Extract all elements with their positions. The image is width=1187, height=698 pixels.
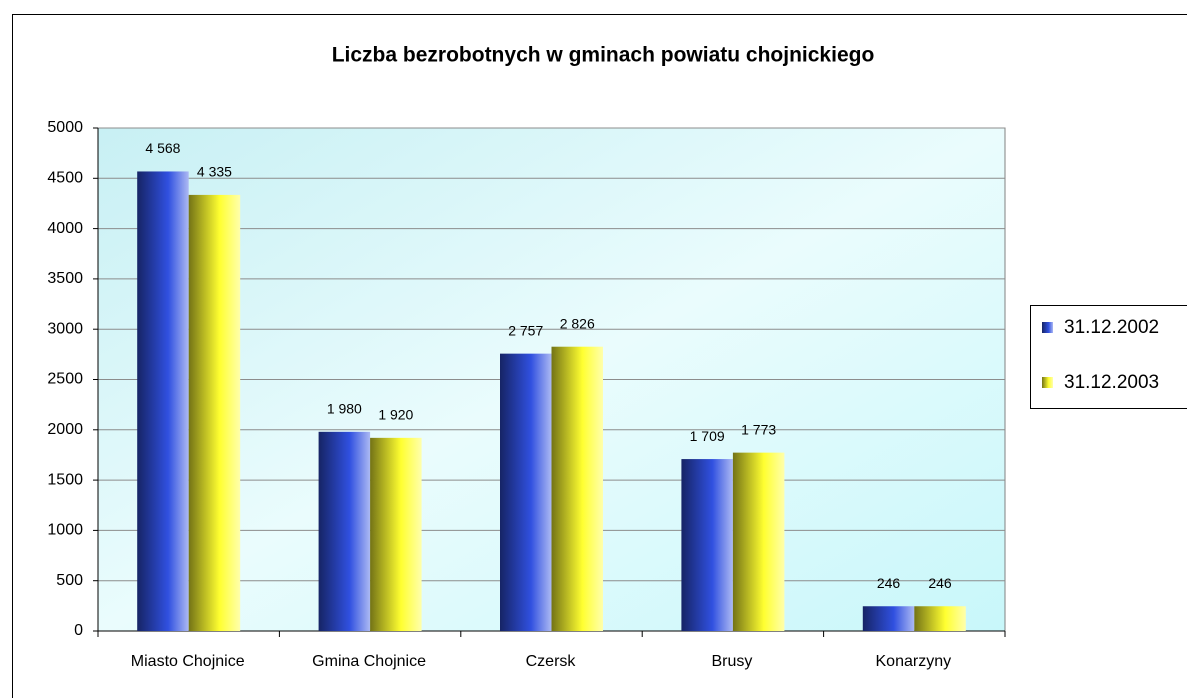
x-tick-label: Brusy [711, 653, 752, 670]
legend-swatch [1042, 377, 1053, 388]
x-tick-label: Gmina Chojnice [312, 653, 426, 670]
legend [1030, 305, 1187, 409]
x-tick-label: Czersk [526, 653, 577, 670]
y-tick-label: 0 [74, 622, 83, 639]
value-label: 246 [877, 575, 901, 591]
value-label: 1 773 [741, 421, 776, 437]
value-label: 2 826 [560, 315, 595, 331]
bar [370, 437, 422, 631]
bar [318, 431, 371, 631]
value-label: 2 757 [508, 322, 543, 338]
bar [732, 452, 785, 631]
y-tick-label: 500 [56, 572, 83, 589]
y-tick-label: 3000 [47, 320, 83, 337]
value-label: 1 709 [690, 428, 725, 444]
value-label: 4 568 [145, 140, 180, 156]
bar [681, 459, 733, 631]
x-tick-label: Miasto Chojnice [131, 653, 245, 670]
bar [914, 606, 966, 631]
y-tick-label: 4500 [47, 170, 83, 187]
chart-title: Liczba bezrobotnych w gminach powiatu ch… [332, 44, 875, 67]
bar [500, 353, 552, 631]
bar [188, 194, 241, 632]
y-tick-label: 3500 [47, 270, 83, 287]
value-label: 246 [928, 575, 952, 591]
bar [551, 346, 603, 631]
y-tick-label: 2500 [47, 371, 83, 388]
legend-label: 31.12.2002 [1064, 317, 1159, 338]
y-tick-label: 1000 [47, 522, 83, 539]
y-tick-label: 2000 [47, 421, 83, 438]
bar [137, 171, 189, 631]
y-tick-label: 1500 [47, 471, 83, 488]
value-label: 1 980 [327, 401, 362, 417]
value-label: 1 920 [378, 407, 413, 423]
x-tick-label: Konarzyny [876, 653, 952, 670]
y-tick-label: 5000 [47, 119, 83, 136]
legend-swatch [1042, 322, 1053, 333]
legend-label: 31.12.2003 [1064, 372, 1159, 393]
bar [862, 606, 915, 631]
y-tick-label: 4000 [47, 220, 83, 237]
value-label: 4 335 [197, 164, 232, 180]
